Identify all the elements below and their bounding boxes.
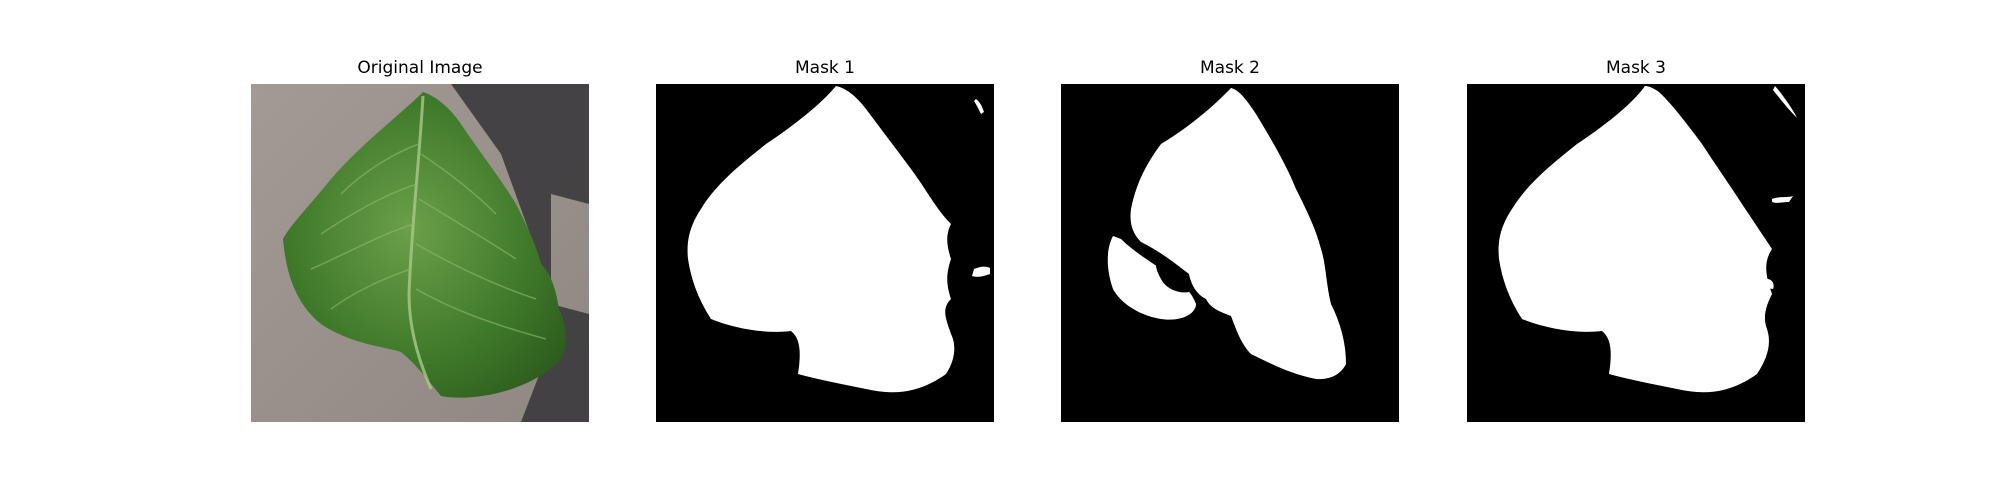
panel-title: Mask 2 [1199,58,1260,78]
panel-original-image: Original Image [251,0,589,500]
panel-title: Mask 3 [1605,58,1666,78]
leaf-photo [251,84,589,422]
panel-mask-1: Mask 1 [656,0,994,500]
mask-1-image [656,84,994,422]
mask-2-image [1061,84,1399,422]
mask-3-image [1467,84,1805,422]
panel-mask-3: Mask 3 [1467,0,1805,500]
panel-mask-2: Mask 2 [1061,0,1399,500]
panel-title: Original Image [357,58,483,78]
panel-title: Mask 1 [794,58,855,78]
